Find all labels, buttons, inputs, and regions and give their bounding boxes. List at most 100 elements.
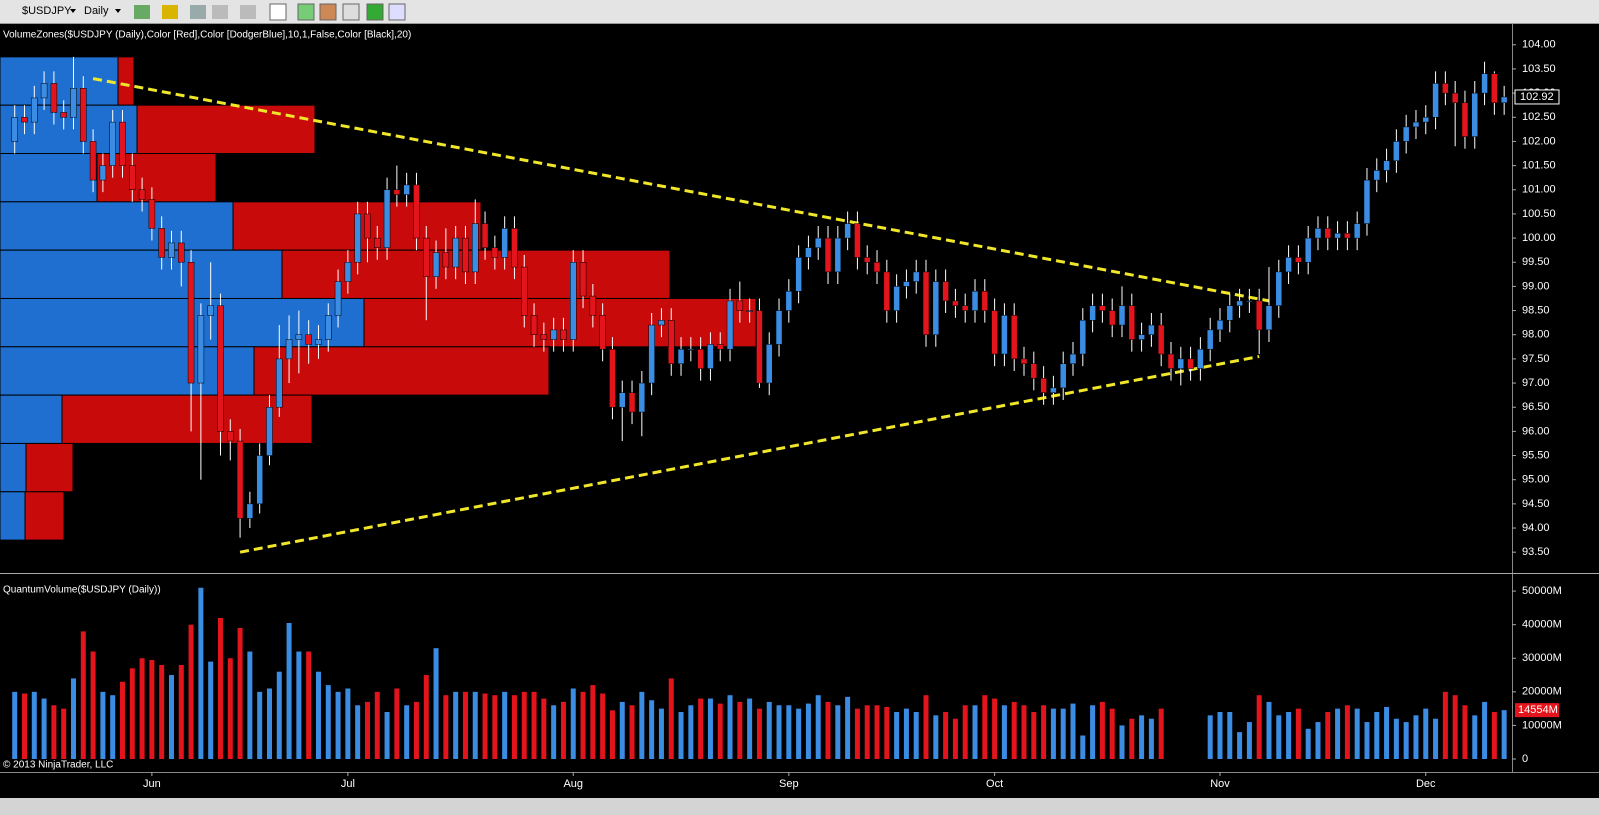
volume-bar <box>1021 705 1027 760</box>
indicator-icon[interactable] <box>297 3 315 21</box>
zone-down <box>61 394 313 444</box>
y-tick-label: 97.50 <box>1522 353 1550 365</box>
zone-down <box>253 346 550 396</box>
volume-bar <box>1148 718 1154 760</box>
volume-bar <box>70 678 76 760</box>
x-tick-label: Sep <box>779 778 799 790</box>
y-tick-label: 94.00 <box>1522 522 1550 534</box>
zone-down <box>136 104 316 155</box>
volume-bar <box>227 658 233 760</box>
zone-down <box>117 56 135 106</box>
candle-body <box>1187 358 1194 369</box>
volume-bar <box>688 705 694 760</box>
candle-body <box>1206 329 1214 350</box>
order-icon[interactable] <box>366 3 384 21</box>
volume-bar <box>1011 701 1017 760</box>
volume-bar <box>570 688 576 760</box>
candle-body <box>736 300 744 311</box>
volume-bar <box>237 628 243 760</box>
draw-icon[interactable] <box>162 5 178 19</box>
pointer-icon[interactable] <box>240 5 256 19</box>
y-tick-label: 97.00 <box>1522 377 1550 389</box>
volume-bar <box>1491 711 1497 760</box>
zoom-icon[interactable] <box>269 3 287 21</box>
volume-bar <box>511 695 517 760</box>
candle-body <box>1422 117 1430 123</box>
volume-bar <box>619 701 625 760</box>
candle-body <box>1383 160 1390 171</box>
volume-bar <box>217 617 223 760</box>
candle-body <box>922 271 930 335</box>
volume-bar <box>1090 705 1096 760</box>
toolbar: $USDJPY Daily <box>0 0 1599 24</box>
tool-icon[interactable] <box>190 5 206 19</box>
volume-bar <box>110 695 116 760</box>
tool-icon[interactable] <box>212 5 228 19</box>
candle-body <box>80 88 87 142</box>
symbol[interactable]: $USDJPY <box>22 5 72 17</box>
candle-body <box>1481 73 1488 94</box>
x-tick-label: Oct <box>986 778 1003 790</box>
candle-body <box>364 213 371 239</box>
candle-body <box>1324 228 1332 239</box>
volume-bar <box>482 693 488 760</box>
volume-bar <box>306 651 312 760</box>
candle-body <box>677 348 685 364</box>
candle-body <box>285 339 293 360</box>
bar-type-icon[interactable] <box>134 5 150 19</box>
zone-down <box>24 491 65 541</box>
chart-icon[interactable] <box>342 3 360 21</box>
candle-body <box>40 83 48 99</box>
zone-up <box>0 394 63 444</box>
candle-body <box>1285 257 1292 273</box>
volume-bar <box>1237 732 1243 760</box>
candle-body <box>628 392 636 413</box>
volume-bar <box>629 705 635 760</box>
candle-body <box>1001 315 1008 355</box>
candle-body <box>334 281 342 316</box>
volume-bar <box>276 671 282 760</box>
volume-bar <box>854 708 860 760</box>
volume-bar <box>453 691 459 760</box>
volume-bar <box>1364 722 1370 760</box>
candle-body <box>834 237 842 273</box>
candle-body <box>452 237 459 268</box>
strategy-icon[interactable] <box>319 3 337 21</box>
zone-up <box>0 249 283 299</box>
candle-body <box>472 223 479 273</box>
volume-bar <box>1070 703 1076 760</box>
candle-body <box>403 184 410 195</box>
candle-body <box>1353 223 1361 239</box>
volume-bar <box>41 698 47 760</box>
interval[interactable]: Daily <box>84 5 109 17</box>
y-tick-label: 0 <box>1522 753 1528 765</box>
dropdown-arrow[interactable] <box>70 9 76 13</box>
candle-body <box>1265 305 1273 331</box>
volume-bar <box>1305 728 1311 760</box>
volume-bar <box>1393 718 1399 760</box>
dropdown-arrow[interactable] <box>115 9 121 13</box>
candle-body <box>432 252 440 277</box>
y-tick-label: 95.00 <box>1522 474 1550 486</box>
candle-body <box>618 392 626 408</box>
zone-up <box>0 442 27 493</box>
volume-bar <box>884 706 890 760</box>
candle-body <box>1314 228 1322 239</box>
last-volume-box <box>1515 703 1559 718</box>
volume-bar <box>1207 715 1213 760</box>
candle-body <box>1412 121 1420 128</box>
candle-body <box>1148 324 1155 335</box>
candle-body <box>1295 257 1302 263</box>
volume-bar <box>315 671 321 760</box>
volume-bar <box>1433 718 1439 760</box>
candle-body <box>50 83 58 113</box>
candle-body <box>530 315 538 335</box>
volume-bar <box>1442 691 1448 760</box>
zone-up <box>0 104 138 155</box>
candle-body <box>138 189 146 200</box>
props-icon[interactable] <box>388 3 406 21</box>
volume-bar <box>472 691 478 760</box>
candle-body <box>89 141 97 181</box>
volume-bar <box>1295 708 1301 760</box>
volume-bar <box>521 691 527 760</box>
